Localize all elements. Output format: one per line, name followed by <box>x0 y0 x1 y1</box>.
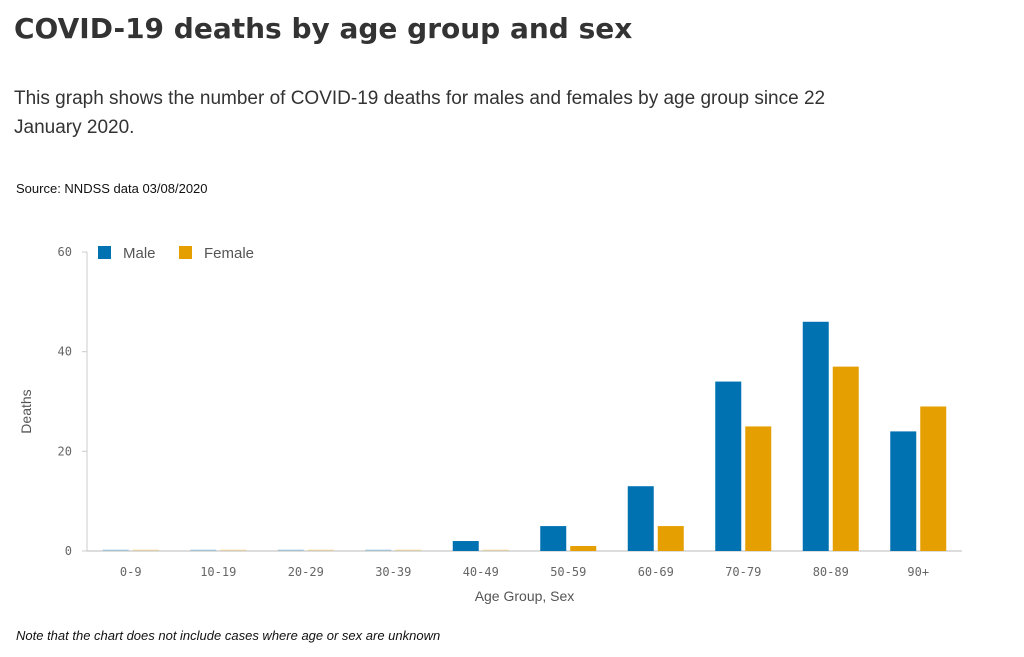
bar-male-50-59 <box>540 526 567 551</box>
bar-male-60-69 <box>627 486 654 551</box>
bar-male-20-29 <box>277 549 304 551</box>
bar-male-40-49 <box>452 541 479 551</box>
bar-female-90+ <box>920 406 947 551</box>
x-tick-label: 60-69 <box>638 565 674 579</box>
legend-swatch-male <box>98 246 111 259</box>
legend-swatch-female <box>179 246 192 259</box>
bar-male-30-39 <box>365 549 392 551</box>
page-title: COVID-19 deaths by age group and sex <box>14 12 633 45</box>
x-tick-label: 70-79 <box>725 565 761 579</box>
legend-label-female: Female <box>204 245 254 262</box>
y-axis-title: Deaths <box>18 389 34 433</box>
y-tick-label: 20 <box>58 444 72 458</box>
deaths-bar-chart: 0-9 10-19 20-29 30-39 40-49 50-59 60-69 70-79 80… <box>18 245 962 604</box>
x-tick-label: 30-39 <box>375 565 411 579</box>
footnote: Note that the chart does not include cas… <box>16 628 441 643</box>
bar-female-20-29 <box>307 549 334 551</box>
x-axis-title: Age Group, Sex <box>475 588 575 604</box>
bar-male-70-79 <box>715 381 742 551</box>
page-description: This graph shows the number of COVID-19 … <box>14 88 826 138</box>
bar-female-50-59 <box>570 546 597 551</box>
x-tick-label: 90+ <box>907 565 929 579</box>
bar-female-70-79 <box>745 426 772 551</box>
bar-female-40-49 <box>482 549 509 551</box>
x-tick-label: 20-29 <box>288 565 324 579</box>
bar-female-30-39 <box>395 549 422 551</box>
y-tick-label: 60 <box>58 245 72 259</box>
bar-male-80-89 <box>802 321 829 551</box>
x-tick-label: 40-49 <box>463 565 499 579</box>
x-tick-label: 80-89 <box>813 565 849 579</box>
x-tick-label: 10-19 <box>200 565 236 579</box>
bar-male-90+ <box>890 431 917 551</box>
bar-male-0-9 <box>102 549 129 551</box>
y-tick-label: 0 <box>65 544 72 558</box>
bar-female-80-89 <box>832 366 859 551</box>
source-note: Source: NNDSS data 03/08/2020 <box>16 181 208 196</box>
x-tick-label: 0-9 <box>120 565 142 579</box>
x-tick-label: 50-59 <box>550 565 586 579</box>
bar-male-10-19 <box>190 549 217 551</box>
bar-female-0-9 <box>132 549 159 551</box>
bar-female-60-69 <box>657 526 684 551</box>
legend-label-male: Male <box>123 245 156 262</box>
y-tick-label: 40 <box>58 345 72 359</box>
bar-female-10-19 <box>220 549 247 551</box>
